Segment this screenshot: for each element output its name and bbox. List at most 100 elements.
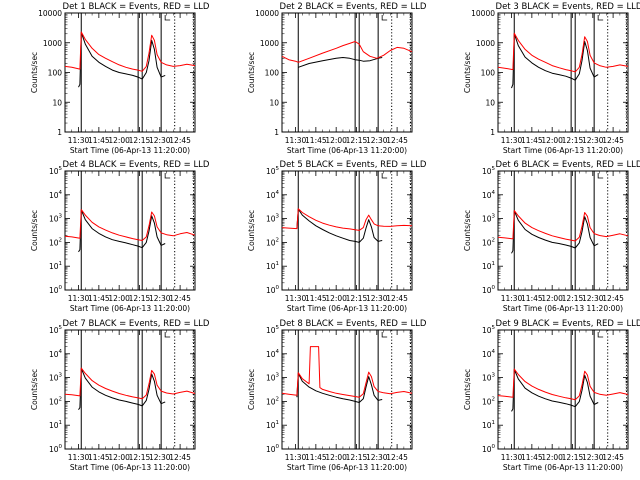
series-line-events <box>78 209 166 253</box>
plot-frame <box>497 170 629 291</box>
y-tick-label: 103 <box>482 214 496 224</box>
panel-title: Det 8 BLACK = Events, RED = LLD <box>280 319 427 329</box>
y-tick-label: 1 <box>490 128 495 137</box>
panel-title: Det 4 BLACK = Events, RED = LLD <box>63 160 210 170</box>
series-line-events <box>298 57 383 68</box>
x-tick-label: 11:45 <box>521 294 543 303</box>
y-tick-label: 10000 <box>255 9 279 18</box>
x-tick-label: 11:30 <box>285 453 307 462</box>
y-tick-label: 103 <box>266 214 280 224</box>
series-line-events <box>78 368 166 410</box>
series-line-lld <box>281 346 413 398</box>
x-tick-label: 12:00 <box>108 136 130 145</box>
x-tick-label: 12:45 <box>169 294 191 303</box>
x-tick-label: 12:30 <box>366 294 388 303</box>
series-line-events <box>78 32 166 88</box>
x-tick-label: 12:15 <box>129 453 151 462</box>
y-tick-label: 104 <box>49 190 63 200</box>
bracket-marker <box>381 173 388 179</box>
series-line-lld <box>64 31 196 72</box>
y-tick-label: 101 <box>49 420 62 430</box>
x-tick-label: 12:30 <box>582 294 604 303</box>
plot-frame <box>281 329 413 450</box>
x-tick-label: 12:00 <box>541 136 563 145</box>
x-tick-label: 12:00 <box>541 294 563 303</box>
y-tick-label: 102 <box>266 237 279 247</box>
y-axis-label: Counts/sec <box>30 210 39 251</box>
x-tick-label: 11:30 <box>68 294 90 303</box>
y-tick-label: 104 <box>482 349 496 359</box>
panel-title: Det 7 BLACK = Events, RED = LLD <box>63 319 210 329</box>
series-line-lld <box>281 208 413 231</box>
y-tick-label: 101 <box>266 261 279 271</box>
x-tick-label: 12:15 <box>562 294 584 303</box>
y-tick-label: 104 <box>482 190 496 200</box>
y-tick-label: 102 <box>49 237 62 247</box>
x-tick-label: 12:00 <box>325 294 347 303</box>
plot-frame <box>497 12 629 133</box>
y-tick-label: 103 <box>482 373 496 383</box>
y-tick-label: 103 <box>266 373 280 383</box>
panel-title: Det 3 BLACK = Events, RED = LLD <box>496 2 640 12</box>
y-axis-label: Counts/sec <box>247 52 256 93</box>
plot-frame <box>281 170 413 291</box>
x-tick-label: 12:30 <box>582 453 604 462</box>
y-tick-label: 100 <box>49 444 63 454</box>
x-tick-label: 12:00 <box>325 453 347 462</box>
y-tick-label: 105 <box>49 325 63 335</box>
y-axis-label: Counts/sec <box>30 52 39 93</box>
x-tick-label: 11:30 <box>501 136 523 145</box>
x-tick-label: 11:30 <box>68 453 90 462</box>
x-tick-label: 11:30 <box>285 294 307 303</box>
y-tick-label: 1000 <box>476 39 495 48</box>
y-tick-label: 105 <box>266 166 280 176</box>
y-tick-label: 10 <box>52 98 62 107</box>
detector-panel-8: Det 8 BLACK = Events, RED = LLD 100 101 102… <box>247 319 427 472</box>
x-tick-label: 12:45 <box>169 453 191 462</box>
x-tick-label: 12:00 <box>325 136 347 145</box>
y-tick-label: 100 <box>265 69 280 78</box>
y-tick-label: 103 <box>49 373 63 383</box>
bracket-marker <box>381 15 388 21</box>
x-tick-label: 11:45 <box>305 136 327 145</box>
detector-panel-6: Det 6 BLACK = Events, RED = LLD 100 101 102… <box>463 160 640 313</box>
y-tick-label: 100 <box>266 285 280 295</box>
y-tick-label: 104 <box>49 349 63 359</box>
panel-title: Det 1 BLACK = Events, RED = LLD <box>63 2 210 12</box>
detector-panel-7: Det 7 BLACK = Events, RED = LLD 100 101 102… <box>30 319 210 472</box>
y-tick-label: 10 <box>485 98 495 107</box>
x-tick-label: 12:15 <box>346 294 368 303</box>
y-tick-label: 102 <box>49 396 62 406</box>
bracket-marker <box>597 173 604 179</box>
x-tick-label: 12:00 <box>541 453 563 462</box>
x-tick-label: 11:30 <box>68 136 90 145</box>
x-tick-label: 12:45 <box>386 136 408 145</box>
x-tick-label: 12:45 <box>602 453 624 462</box>
x-tick-label: 11:45 <box>305 453 327 462</box>
series-line-lld <box>497 368 629 401</box>
x-tick-label: 12:45 <box>169 136 191 145</box>
series-line-events <box>511 369 599 412</box>
panel-title: Det 9 BLACK = Events, RED = LLD <box>496 319 640 329</box>
x-axis-label: Start Time (06-Apr-13 11:20:00) <box>287 146 407 155</box>
y-tick-label: 101 <box>49 261 62 271</box>
y-tick-label: 105 <box>482 166 496 176</box>
series-line-lld <box>64 367 196 400</box>
x-tick-label: 11:45 <box>88 136 110 145</box>
y-axis-label: Counts/sec <box>30 369 39 410</box>
y-tick-label: 100 <box>266 444 280 454</box>
detector-panel-2: Det 2 BLACK = Events, RED = LLD 1 10 100 100… <box>247 2 427 155</box>
y-tick-label: 102 <box>266 396 279 406</box>
detector-panel-1: Det 1 BLACK = Events, RED = LLD 1 10 100 100… <box>30 2 210 155</box>
panel-title: Det 2 BLACK = Events, RED = LLD <box>280 2 427 12</box>
plot-frame <box>281 12 413 133</box>
x-tick-label: 11:45 <box>521 136 543 145</box>
y-tick-label: 102 <box>482 396 495 406</box>
plot-frame <box>64 329 196 450</box>
x-tick-label: 11:30 <box>501 294 523 303</box>
y-tick-label: 1 <box>57 128 62 137</box>
x-tick-label: 12:00 <box>108 294 130 303</box>
x-axis-label: Start Time (06-Apr-13 11:20:00) <box>287 463 407 472</box>
x-tick-label: 12:15 <box>562 136 584 145</box>
